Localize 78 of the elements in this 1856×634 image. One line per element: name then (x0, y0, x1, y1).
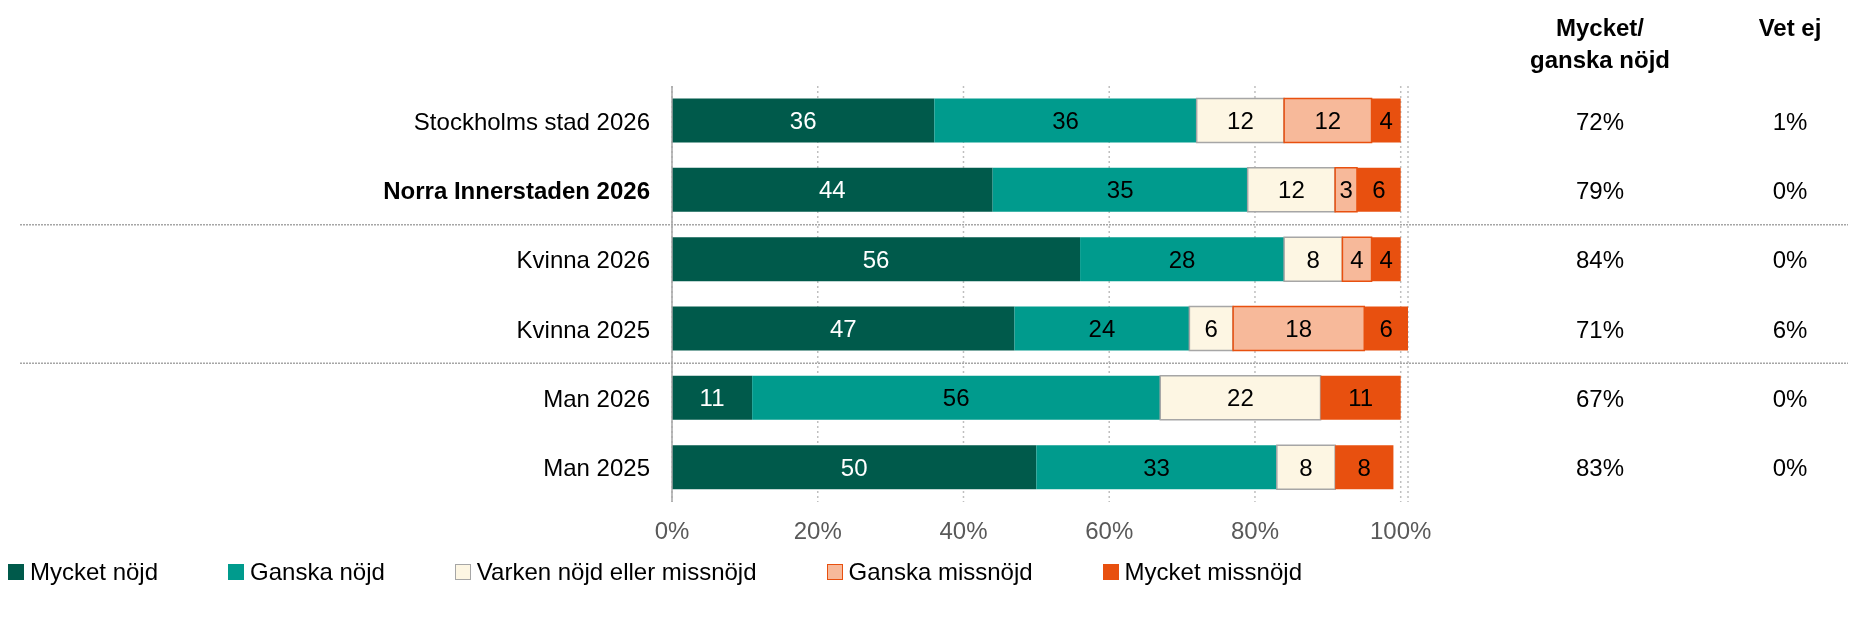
data-label: 4 (1350, 245, 1364, 273)
text: 67% (1575, 385, 1625, 412)
data-label: 6 (1372, 176, 1386, 204)
data-label: 12 (1314, 107, 1342, 134)
y-tick-label: Stockholms stad 2026 (413, 107, 650, 135)
bar (1335, 445, 1394, 490)
bar (672, 445, 1037, 490)
y-tick-label: Kvinna 2026 (516, 246, 650, 274)
text: Vet ej (1757, 13, 1823, 43)
text: 0% (1772, 385, 1808, 412)
bar (752, 375, 1161, 420)
text: 83% (1575, 454, 1625, 482)
text: 79% (1575, 177, 1625, 204)
bar (1283, 236, 1344, 282)
data-label: 4 (1379, 245, 1393, 273)
data-label: 4 (1379, 107, 1393, 134)
data-label: 56 (862, 245, 890, 273)
data-label: 8 (1306, 245, 1320, 273)
legend-label: Mycket missnöjd (1124, 558, 1302, 586)
bar (992, 167, 1248, 212)
data-label: 47 (829, 315, 857, 342)
text: 0% (1772, 177, 1808, 204)
data-label: 8 (1299, 453, 1313, 481)
bar (672, 167, 993, 212)
bar (1159, 375, 1322, 421)
legend-label: Mycket nöjd (30, 558, 159, 586)
text: 72% (1575, 107, 1625, 135)
y-tick-label: Man 2025 (543, 454, 650, 482)
legend-label: Ganska missnöjd (848, 558, 1033, 586)
data-label: 33 (1143, 453, 1170, 481)
data-label: 6 (1204, 315, 1218, 342)
data-label: 44 (818, 176, 846, 204)
data-label: 36 (789, 107, 817, 134)
legend-label: Varken nöjd eller missnöjd (476, 558, 757, 586)
data-label: 36 (1052, 107, 1079, 134)
x-tick-label: 100% (1370, 517, 1432, 545)
data-label: 50 (840, 453, 868, 481)
text: 71% (1575, 315, 1625, 343)
text: 1% (1772, 107, 1808, 135)
text: 0% (1772, 246, 1808, 274)
data-label: 12 (1278, 176, 1305, 204)
text: Mycket/ ganska nöjd (1529, 13, 1671, 75)
x-tick-label: 20% (793, 517, 842, 545)
data-label: 6 (1379, 315, 1393, 342)
bar (1036, 445, 1277, 490)
x-tick-label: 80% (1230, 517, 1279, 545)
bar (672, 98, 935, 143)
data-label: 8 (1357, 453, 1371, 481)
data-label: 11 (1348, 384, 1374, 412)
x-tick-label: 40% (939, 517, 988, 545)
bar (1195, 97, 1285, 144)
bar (672, 375, 753, 420)
bar (934, 98, 1197, 143)
bar (1320, 375, 1401, 420)
y-tick-label: Man 2026 (543, 385, 650, 412)
y-tick-label: Norra Innerstaden 2026 (383, 177, 650, 204)
y-tick-label: Kvinna 2025 (516, 315, 650, 343)
bar (672, 237, 1081, 282)
bar (1014, 306, 1190, 351)
text: 0% (1772, 454, 1808, 482)
text: 6% (1772, 315, 1808, 343)
data-label: 56 (942, 384, 970, 412)
data-label: 12 (1227, 107, 1254, 134)
bar (1246, 167, 1336, 213)
data-label: 35 (1106, 176, 1134, 204)
text: 84% (1575, 246, 1625, 274)
bar (1080, 237, 1285, 282)
legend-label: Ganska nöjd (250, 558, 385, 586)
data-label: 3 (1339, 176, 1353, 204)
data-label: 24 (1088, 315, 1116, 342)
bar (672, 306, 1015, 351)
data-label: 18 (1285, 315, 1313, 342)
x-tick-label: 60% (1085, 517, 1134, 545)
bar (1276, 444, 1336, 490)
data-label: 22 (1227, 384, 1254, 412)
x-tick-label: 0% (654, 517, 690, 545)
data-label: 28 (1168, 245, 1196, 273)
data-label: 11 (699, 384, 725, 412)
